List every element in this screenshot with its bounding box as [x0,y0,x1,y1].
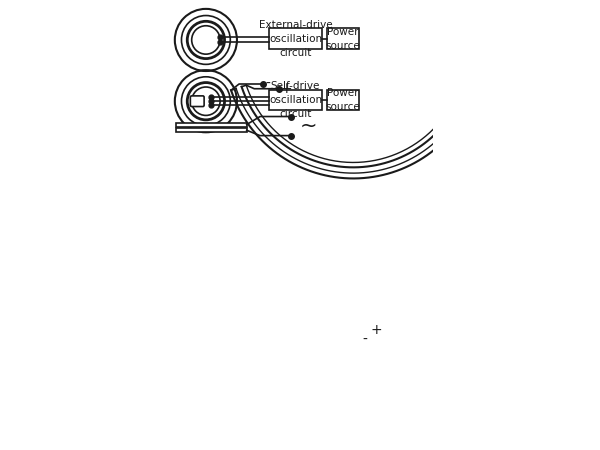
Text: Power
source: Power source [325,27,360,50]
Bar [176,128,247,132]
Text: +: + [371,324,382,338]
Bar [176,122,247,126]
Text: -: - [362,333,367,347]
Text: Self-drive
oscillation
circuit: Self-drive oscillation circuit [269,81,322,119]
FancyBboxPatch shape [190,96,204,107]
Text: Power
source: Power source [325,88,360,112]
Bar [326,28,359,49]
Text: ~: ~ [300,116,317,136]
Text: External-drive
oscillation
circuit: External-drive oscillation circuit [259,20,332,58]
Text: +: + [280,82,292,96]
Bar [269,28,322,49]
Text: -: - [265,77,270,91]
Bar [269,90,322,110]
Bar [326,90,359,110]
